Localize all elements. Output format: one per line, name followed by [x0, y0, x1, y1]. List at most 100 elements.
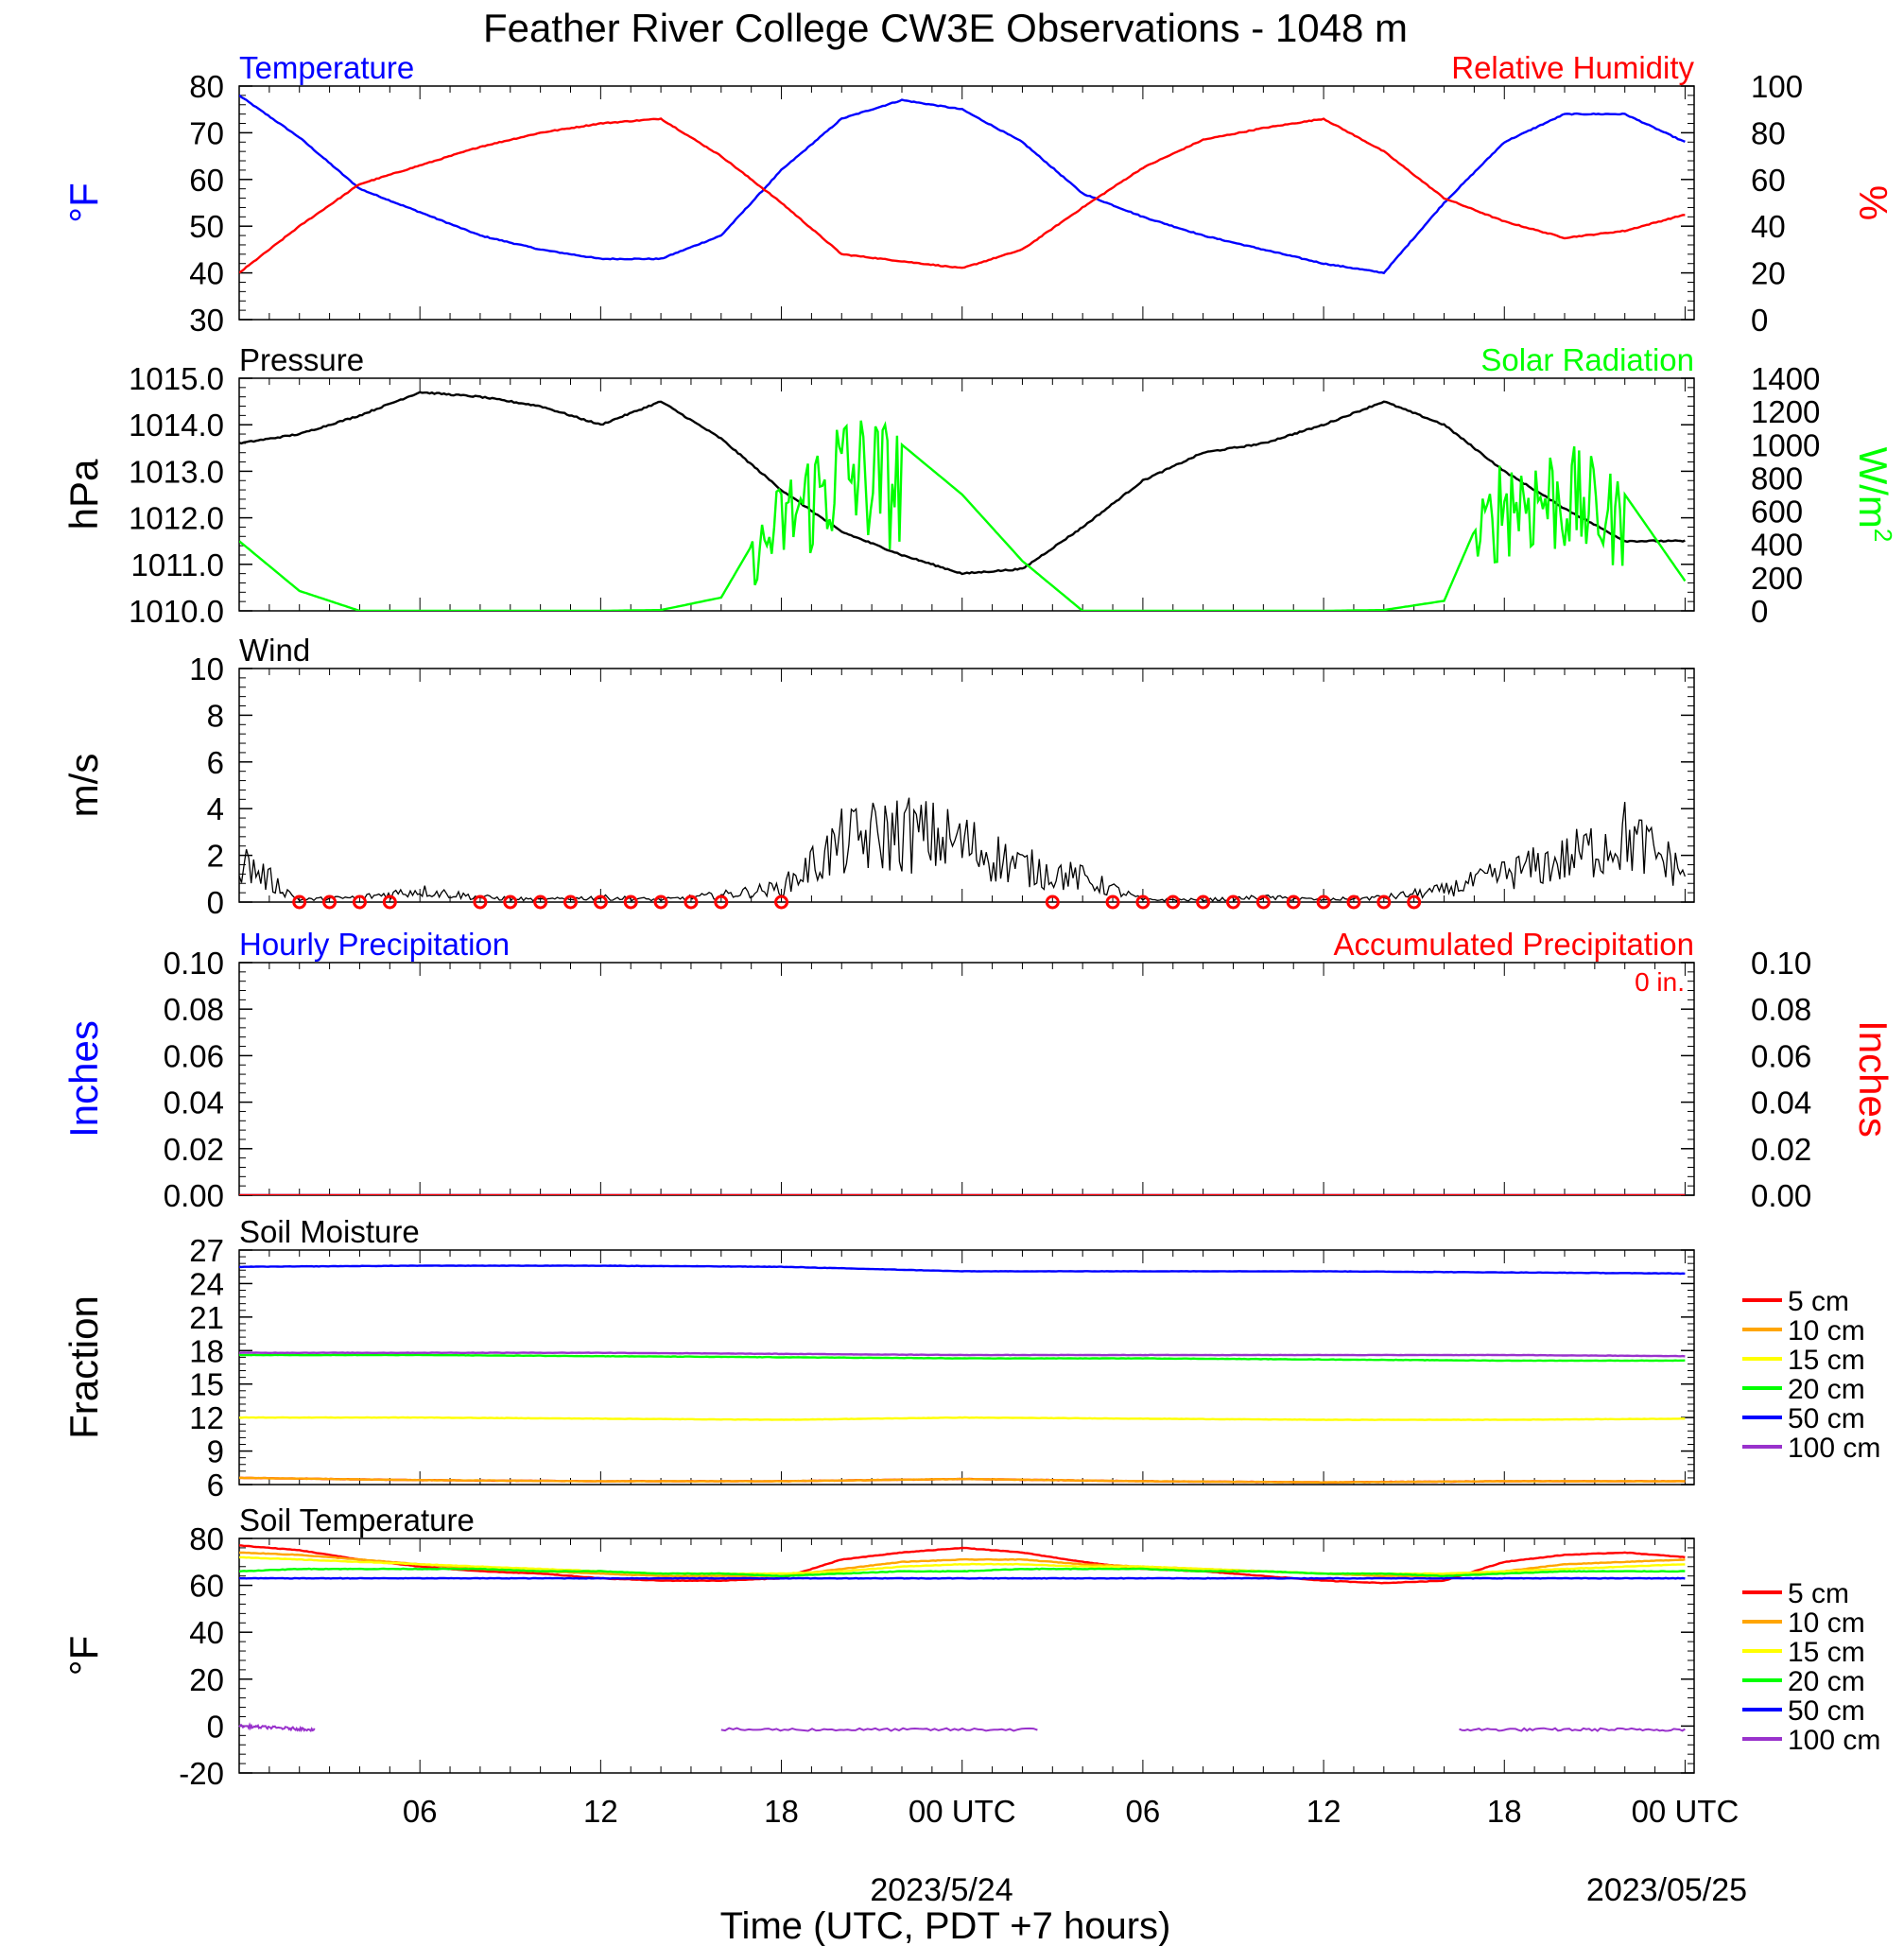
series-line-100-cm [1459, 1727, 1686, 1732]
date-label-2: 2023/05/25 [1586, 1872, 1747, 1908]
calm-marker [322, 895, 338, 910]
panel-pressure-solar: 1015.0 1014.0 1013.0 1012.0 1011.0 1010.0 1400… [61, 342, 1897, 629]
accumulated-precip-annotation: 0 in. [1635, 967, 1685, 997]
y-right-tick-label: 0.06 [1751, 1038, 1811, 1073]
y-right-tick-label: 200 [1751, 561, 1803, 596]
y-tick-label: 1010.0 [129, 594, 224, 629]
plot-frame [238, 85, 1695, 321]
calm-marker [563, 895, 578, 910]
y-tick-label: 15 [189, 1367, 224, 1402]
y-right-tick-label: 0.10 [1751, 946, 1811, 981]
series-line-15-cm [239, 1555, 1686, 1575]
legend-label: 50 cm [1788, 1695, 1865, 1727]
y-tick-label: 21 [189, 1300, 224, 1335]
calm-marker [1255, 895, 1271, 910]
calm-marker [1105, 895, 1120, 910]
series-line-50-cm [239, 1576, 1686, 1580]
y-tick-label: 80 [189, 69, 224, 104]
y-right-tick-label: 0 [1751, 594, 1768, 629]
y-axis-label-left: Inches [61, 1020, 106, 1138]
calm-marker [533, 895, 548, 910]
y-tick-label: 27 [189, 1233, 224, 1268]
calm-marker [503, 895, 518, 910]
calm-marker [473, 895, 488, 910]
y-right-tick-label: 20 [1751, 256, 1786, 291]
y-tick-label: 60 [189, 1569, 224, 1604]
calm-marker [1346, 895, 1361, 910]
calm-marker [653, 895, 668, 910]
y-right-tick-label: 60 [1751, 163, 1786, 198]
x-tick-label: 12 [583, 1794, 618, 1829]
panel-title-right: Solar Radiation [1480, 342, 1694, 377]
series-line-100-cm [238, 1722, 316, 1733]
x-tick-label: 00 UTC [909, 1794, 1016, 1829]
y-tick-label: 6 [207, 1468, 224, 1503]
x-tick-label: 18 [1487, 1794, 1522, 1829]
y-tick-label: 60 [189, 163, 224, 198]
y-axis-label-left: °F [61, 1636, 106, 1676]
legend-label: 15 cm [1788, 1637, 1865, 1668]
calm-marker [623, 895, 638, 910]
y-tick-label: 9 [207, 1434, 224, 1469]
series-line-50-cm [239, 1264, 1686, 1276]
y-right-tick-label: 800 [1751, 460, 1803, 495]
legend-label: 20 cm [1788, 1374, 1865, 1405]
y-tick-label: 0.00 [164, 1178, 224, 1213]
panel-title-right: Relative Humidity [1451, 50, 1694, 85]
calm-marker [1376, 895, 1392, 910]
y-right-tick-label: 0.04 [1751, 1086, 1811, 1121]
calm-marker [352, 895, 367, 910]
y-tick-label: 20 [189, 1662, 224, 1697]
y-axis-label-right: W/m2 [1851, 447, 1897, 543]
y-tick-label: 6 [207, 745, 224, 780]
panel-title-right: Accumulated Precipitation [1333, 927, 1694, 962]
panel-title-left: Soil Moisture [239, 1214, 420, 1249]
plot-frame [238, 1538, 1695, 1774]
calm-marker [593, 895, 608, 910]
x-tick-label: 00 UTC [1632, 1794, 1740, 1829]
panel-title-left: Wind [239, 633, 310, 668]
y-tick-label: 40 [189, 256, 224, 291]
y-tick-label: 0.02 [164, 1132, 224, 1167]
y-tick-label: 0.08 [164, 992, 224, 1027]
calm-marker [1316, 895, 1331, 910]
plot-frame [238, 377, 1695, 612]
legend-label: 15 cm [1788, 1345, 1865, 1376]
legend-label: 100 cm [1788, 1433, 1880, 1464]
y-tick-label: 1013.0 [129, 454, 224, 489]
series-line-20-cm [239, 1567, 1686, 1578]
series-line-20-cm [239, 1353, 1686, 1363]
y-tick-label: 24 [189, 1266, 224, 1301]
y-axis-label-left: hPa [61, 459, 106, 530]
series-line-100-cm [239, 1351, 1686, 1358]
calm-marker [382, 895, 397, 910]
y-tick-label: 50 [189, 209, 224, 244]
x-tick-label: 06 [1126, 1794, 1161, 1829]
calm-marker [684, 895, 699, 910]
x-tick-label: 18 [764, 1794, 799, 1829]
y-tick-label: 1014.0 [129, 408, 224, 443]
y-tick-label: 0.04 [164, 1086, 224, 1121]
y-tick-label: 8 [207, 698, 224, 733]
legend-label: 5 cm [1788, 1578, 1849, 1609]
y-tick-label: 0 [207, 885, 224, 920]
y-tick-label: 80 [189, 1521, 224, 1556]
calm-marker [714, 895, 729, 910]
panel-precipitation: 0.10 0.08 0.06 0.04 0.02 0.00 0.10 0.08 0.06 0.04… [61, 927, 1895, 1213]
y-right-tick-label: 1000 [1751, 427, 1820, 462]
legend-label: 20 cm [1788, 1666, 1865, 1697]
plot-frame [238, 668, 1695, 903]
legend-label: 5 cm [1788, 1286, 1849, 1317]
legend-label: 10 cm [1788, 1607, 1865, 1639]
series-line-solar-radiation [239, 420, 1687, 611]
plot-frame [238, 962, 1695, 1196]
y-tick-label: 30 [189, 303, 224, 338]
calm-marker [1135, 895, 1151, 910]
x-axis: 06 12 18 00 UTC 06 12 18 00 UTC [403, 1794, 1739, 1829]
plot-frame [238, 1249, 1695, 1486]
y-tick-label: 4 [207, 791, 224, 826]
panel-title-left: Temperature [239, 50, 414, 85]
